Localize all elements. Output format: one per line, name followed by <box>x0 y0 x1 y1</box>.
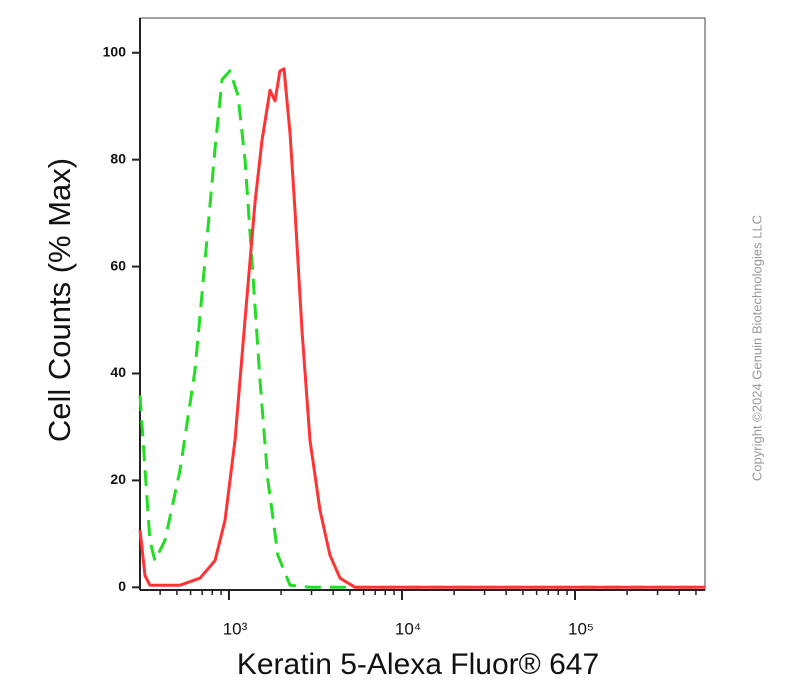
y-tick-label: 60 <box>110 257 126 273</box>
x-tick-label: 10⁵ <box>568 619 594 638</box>
x-tick-label: 10³ <box>223 619 248 638</box>
x-tick-label: 10⁴ <box>395 619 421 638</box>
copyright: Copyright ©2024 Genuin Biotechnologies L… <box>749 215 764 481</box>
y-tick-label: 80 <box>110 150 126 166</box>
y-tick-label: 20 <box>110 471 126 487</box>
y-tick-label: 0 <box>118 578 126 594</box>
series-line <box>138 69 705 589</box>
y-tick-label: 40 <box>110 364 126 380</box>
plot-frame <box>139 17 706 591</box>
series-line <box>138 67 705 589</box>
x-axis-label: Keratin 5-Alexa Fluor® 647 <box>237 648 599 681</box>
y-tick-label: 100 <box>103 43 127 59</box>
y-axis-label: Cell Counts (% Max) <box>42 158 77 442</box>
